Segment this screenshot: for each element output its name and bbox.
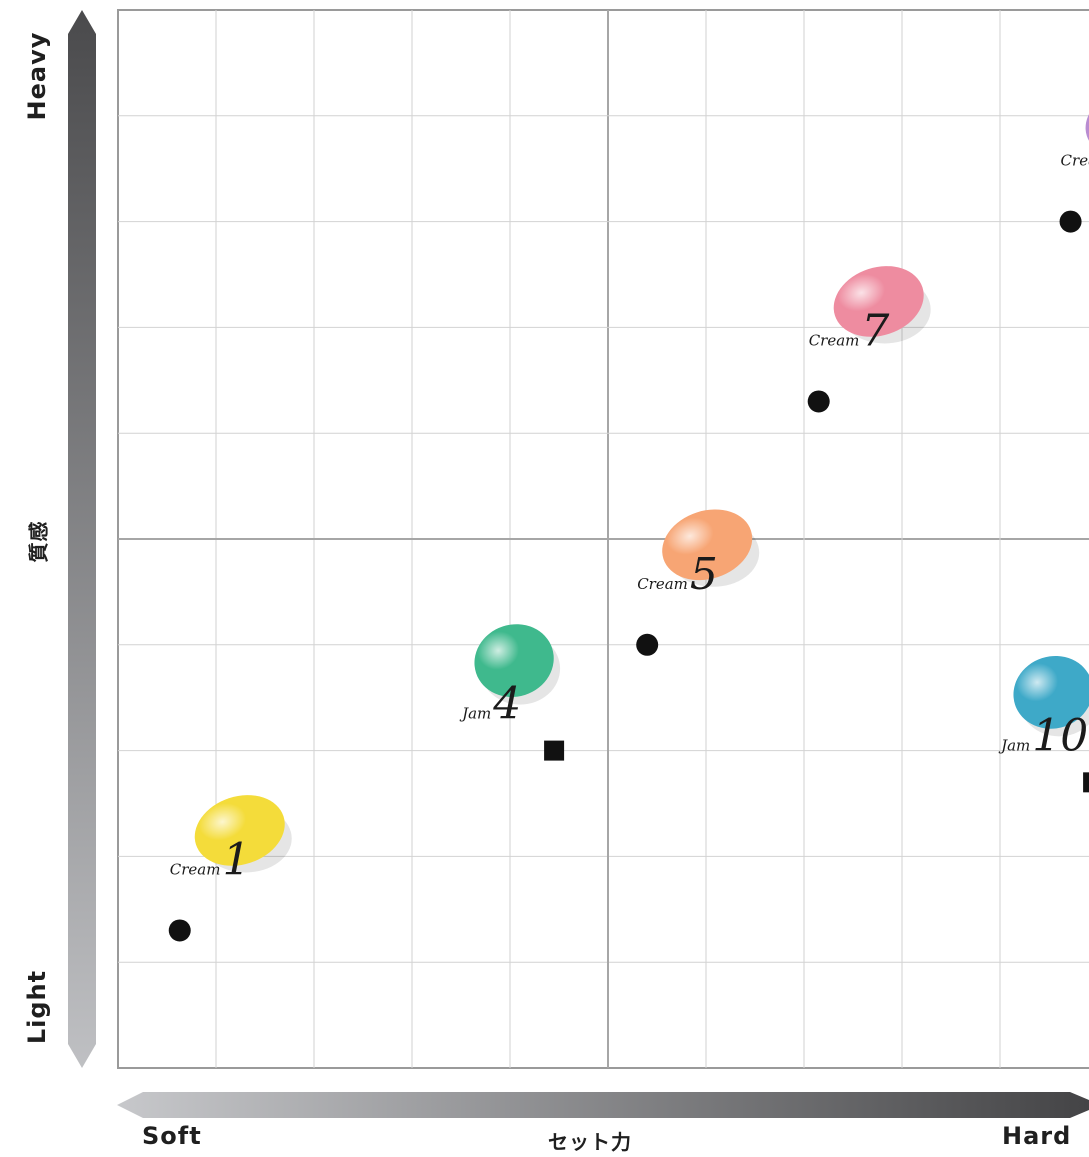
point-label-number: 4	[492, 679, 521, 730]
point-label-name: Cream	[637, 575, 688, 593]
grid	[118, 10, 1089, 1068]
y-max-label: Heavy	[23, 31, 51, 121]
data-point-circle	[636, 633, 659, 656]
data-point-square	[544, 740, 565, 761]
point-label-name: Cream	[170, 860, 221, 878]
point-label: Cream7	[809, 305, 890, 356]
y-axis-title: 質感	[26, 520, 51, 563]
x-axis-arrow	[117, 1092, 1089, 1118]
x-axis-title: セット力	[548, 1130, 632, 1154]
data-point-circle	[168, 919, 191, 942]
point-label: Cream1	[170, 834, 251, 885]
product-swatches	[194, 86, 1089, 873]
point-label-number: 10	[1032, 710, 1088, 761]
point-labels: Cream1Jam4Cream5Cream7Cream9Jam10	[170, 126, 1089, 886]
swatch-cream-7	[833, 266, 931, 344]
point-label: Cream9	[1061, 126, 1089, 177]
data-markers	[168, 210, 1089, 942]
swatch-cream-5	[662, 509, 760, 587]
data-point-circle	[1059, 210, 1082, 233]
point-label-name: Cream	[1061, 152, 1089, 170]
data-point-square	[1083, 772, 1089, 793]
point-label: Jam4	[459, 679, 521, 730]
swatch-jam-10	[1013, 655, 1089, 737]
x-min-label: Soft	[142, 1122, 202, 1150]
x-max-label: Hard	[1002, 1122, 1072, 1150]
point-label-number: 1	[222, 834, 250, 885]
point-label: Jam10	[998, 710, 1088, 761]
point-label-number: 5	[690, 549, 718, 600]
point-label-name: Cream	[809, 331, 860, 349]
point-label-name: Jam	[998, 736, 1030, 754]
data-point-circle	[807, 390, 830, 413]
swatch-jam-4	[474, 624, 561, 705]
y-axis-arrow	[68, 10, 96, 1068]
point-label: Cream5	[637, 549, 718, 600]
y-min-label: Light	[23, 969, 51, 1045]
point-label-name: Jam	[459, 705, 491, 723]
swatch-cream-1	[194, 795, 292, 873]
point-label-number: 7	[861, 305, 889, 356]
